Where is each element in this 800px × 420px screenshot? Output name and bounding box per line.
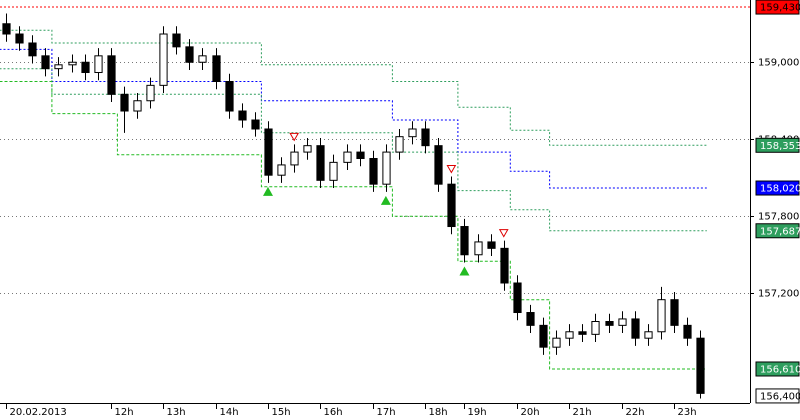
candle-body	[421, 128, 430, 147]
candle-body	[356, 151, 365, 160]
x-tick-label: 20.02.2013	[10, 407, 67, 418]
candle-body	[578, 331, 587, 335]
candle-body	[225, 80, 234, 112]
candle-body	[68, 61, 77, 66]
candle-body	[133, 100, 142, 112]
x-tick-label: 14h	[220, 407, 239, 418]
candle-body	[369, 158, 378, 185]
candle-body	[683, 324, 692, 339]
candle-body	[474, 241, 483, 256]
candle-body	[264, 128, 273, 176]
sell-signal	[446, 164, 457, 174]
candle-body	[460, 226, 469, 256]
candle-body	[277, 164, 286, 176]
price-label-box	[755, 388, 800, 404]
band-line	[0, 29, 707, 146]
candle-body	[81, 61, 90, 74]
candle-body	[41, 55, 50, 70]
x-tick-label: 15h	[272, 407, 291, 418]
candle-body	[487, 241, 496, 249]
candle-body	[591, 321, 600, 335]
candle-body	[670, 299, 679, 326]
price-label: 156,610	[760, 364, 800, 375]
candle-body	[408, 128, 417, 138]
candle-body	[434, 145, 443, 185]
candle-body	[539, 324, 548, 348]
x-tick-label: 22h	[626, 407, 645, 418]
candle-body	[198, 55, 207, 63]
y-tick-label: 157,800	[758, 212, 799, 223]
price-label: 158,353	[760, 141, 800, 152]
candle-body	[2, 23, 11, 35]
y-tick-label: 159,000	[758, 58, 799, 69]
candle-body	[329, 161, 338, 181]
band-line	[0, 48, 707, 189]
candle-body	[696, 337, 705, 394]
price-label: 156,400	[760, 391, 800, 402]
price-label-box	[755, 180, 800, 196]
price-label-box	[755, 0, 800, 15]
candle-body	[238, 110, 247, 121]
price-label-box	[755, 223, 800, 239]
candle-body	[185, 46, 194, 63]
buy-signal	[262, 186, 273, 196]
candle-body	[500, 247, 509, 284]
price-label-box	[755, 137, 800, 153]
candle-body	[107, 55, 116, 95]
band-line	[0, 81, 707, 370]
candle-body	[605, 321, 614, 326]
candle-body	[251, 119, 260, 130]
sell-signal	[498, 229, 509, 238]
candle-body	[657, 299, 666, 333]
candle-body	[565, 331, 574, 339]
price-label: 159,430	[760, 3, 800, 14]
candle-body	[146, 84, 155, 102]
candle-body	[316, 145, 325, 181]
x-tick-label: 23h	[678, 407, 697, 418]
x-tick-label: 20h	[521, 407, 540, 418]
x-tick-label: 18h	[429, 407, 448, 418]
buy-signal	[380, 195, 391, 205]
y-tick-label: 157,200	[758, 289, 799, 300]
sell-signal	[289, 132, 300, 142]
x-tick-label: 13h	[167, 407, 186, 418]
price-label: 157,687	[760, 226, 800, 237]
candle-body	[94, 55, 103, 74]
x-tick-label: 17h	[377, 407, 396, 418]
candle-body	[513, 282, 522, 314]
candle-body	[447, 183, 456, 228]
candle-body	[290, 151, 299, 166]
candle-body	[120, 93, 129, 112]
candle-body	[382, 151, 391, 185]
candle-body	[343, 151, 352, 163]
candle-body	[159, 33, 168, 86]
candle-body	[526, 312, 535, 326]
price-label-box	[755, 361, 800, 377]
candle-body	[631, 318, 640, 339]
candle-body	[172, 33, 181, 48]
x-tick-label: 19h	[468, 407, 487, 418]
buy-signal	[459, 266, 470, 276]
candle-body	[28, 42, 37, 57]
candle-body	[15, 33, 24, 44]
candle-body	[54, 64, 63, 70]
candle-body	[395, 136, 404, 153]
x-tick-label: 12h	[115, 407, 134, 418]
x-tick-label: 16h	[324, 407, 343, 418]
price-label: 158,020	[760, 184, 800, 195]
candle-body	[212, 55, 221, 82]
candle-body	[552, 337, 561, 348]
x-tick-label: 21h	[573, 407, 592, 418]
candle-body	[644, 331, 653, 339]
candle-body	[618, 318, 627, 326]
candle-body	[303, 145, 312, 153]
